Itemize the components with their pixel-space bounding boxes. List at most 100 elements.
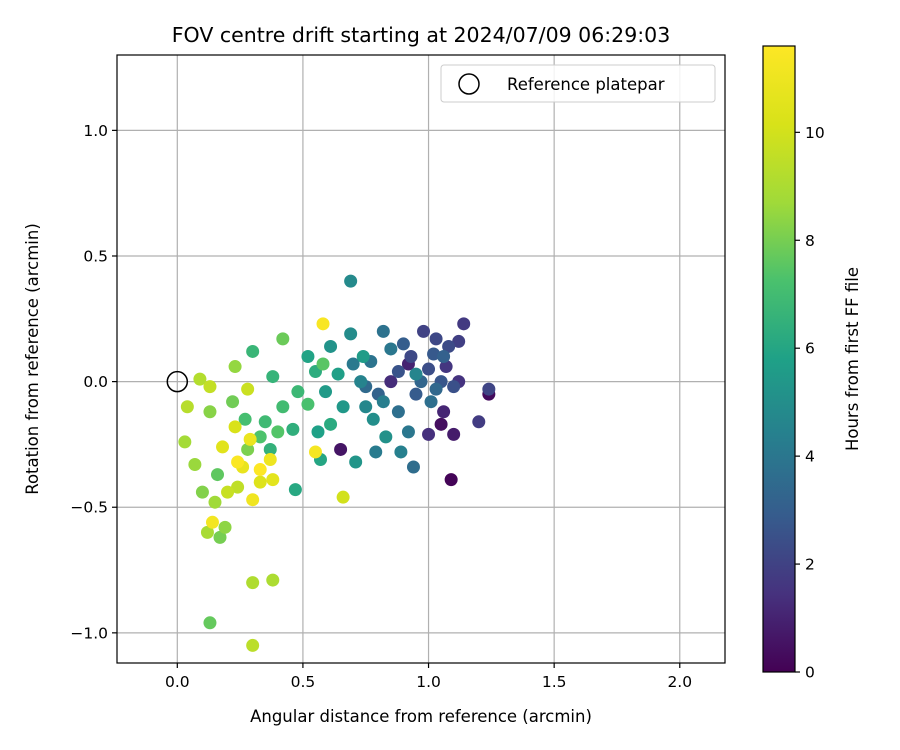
data-point bbox=[424, 395, 438, 409]
data-point bbox=[396, 337, 410, 351]
data-point bbox=[391, 365, 405, 379]
data-point bbox=[472, 415, 486, 429]
data-point bbox=[203, 405, 217, 419]
data-point bbox=[193, 372, 207, 386]
data-point bbox=[434, 417, 448, 431]
legend-box bbox=[440, 64, 716, 103]
data-point bbox=[354, 375, 368, 389]
data-point bbox=[266, 473, 280, 487]
x-axis-label: Angular distance from reference (arcmin) bbox=[250, 707, 592, 726]
data-point bbox=[346, 357, 360, 371]
data-point bbox=[447, 380, 461, 394]
data-point bbox=[359, 400, 373, 414]
data-point bbox=[276, 400, 290, 414]
data-point bbox=[308, 445, 322, 459]
data-point bbox=[291, 385, 305, 399]
plot-frame bbox=[116, 54, 726, 664]
y-tick-label: −0.5 bbox=[70, 499, 108, 517]
data-point bbox=[231, 455, 245, 469]
data-point bbox=[253, 475, 267, 489]
data-point bbox=[253, 430, 267, 444]
data-point bbox=[437, 349, 451, 363]
data-point bbox=[344, 327, 358, 341]
data-point bbox=[188, 458, 202, 472]
data-point bbox=[180, 400, 194, 414]
data-point bbox=[482, 382, 496, 396]
data-point bbox=[226, 395, 240, 409]
colorbar: 0 2 4 6 8 10 Hours from first FF file bbox=[762, 45, 862, 682]
data-point bbox=[246, 638, 260, 652]
data-point bbox=[369, 445, 383, 459]
data-point bbox=[442, 339, 456, 353]
data-point bbox=[253, 463, 267, 477]
axis-ticks: 0.0 0.5 1.0 1.5 2.0 −1.0 −0.5 0.0 0.5 1.0 bbox=[70, 122, 692, 691]
data-point bbox=[195, 485, 209, 499]
legend-label: Reference platepar bbox=[507, 75, 665, 94]
data-point bbox=[231, 480, 245, 494]
colorbar-tick-label: 4 bbox=[805, 448, 815, 466]
data-point bbox=[241, 382, 255, 396]
data-point bbox=[406, 460, 420, 474]
data-point bbox=[203, 616, 217, 630]
data-point bbox=[228, 360, 242, 374]
data-point bbox=[376, 324, 390, 338]
y-tick-label: 0.0 bbox=[83, 373, 108, 391]
data-point bbox=[429, 332, 443, 346]
data-point bbox=[429, 382, 443, 396]
data-point bbox=[394, 445, 408, 459]
data-point bbox=[246, 344, 260, 358]
x-tick-label: 2.0 bbox=[667, 673, 692, 691]
data-point bbox=[334, 442, 348, 456]
data-point bbox=[336, 400, 350, 414]
data-point bbox=[246, 493, 260, 507]
data-point bbox=[238, 412, 252, 426]
colorbar-gradient bbox=[762, 45, 796, 673]
colorbar-tick-label: 10 bbox=[805, 124, 825, 142]
data-point bbox=[336, 490, 350, 504]
legend: Reference platepar bbox=[440, 64, 716, 103]
data-point bbox=[263, 442, 277, 456]
data-point bbox=[301, 349, 315, 363]
data-point bbox=[203, 380, 217, 394]
data-point bbox=[241, 442, 255, 456]
data-point bbox=[213, 530, 227, 544]
data-point bbox=[205, 515, 219, 529]
data-point bbox=[218, 520, 232, 534]
data-point bbox=[437, 405, 451, 419]
data-point bbox=[384, 375, 398, 389]
data-point bbox=[311, 425, 325, 439]
data-point bbox=[200, 525, 214, 539]
data-point bbox=[356, 349, 370, 363]
data-point bbox=[422, 427, 436, 441]
data-point bbox=[379, 430, 393, 444]
data-point bbox=[427, 347, 441, 361]
colorbar-tick-label: 8 bbox=[805, 232, 815, 250]
data-point bbox=[271, 425, 285, 439]
data-point bbox=[409, 367, 423, 381]
data-point bbox=[376, 395, 390, 409]
data-point bbox=[447, 427, 461, 441]
data-point bbox=[344, 274, 358, 288]
data-point bbox=[457, 317, 471, 331]
data-point bbox=[444, 473, 458, 487]
data-point bbox=[266, 573, 280, 587]
data-point bbox=[324, 339, 338, 353]
data-point bbox=[266, 370, 280, 384]
data-point bbox=[246, 576, 260, 590]
data-point bbox=[422, 362, 436, 376]
y-axis-label: Rotation from reference (arcmin) bbox=[23, 223, 42, 495]
y-tick-label: −1.0 bbox=[70, 624, 108, 642]
data-point bbox=[319, 385, 333, 399]
data-point bbox=[263, 452, 277, 466]
data-point bbox=[210, 468, 224, 482]
data-point bbox=[216, 440, 230, 454]
colorbar-ticks: 0 2 4 6 8 10 bbox=[795, 124, 825, 682]
y-tick-label: 0.5 bbox=[83, 247, 108, 265]
chart-title: FOV centre drift starting at 2024/07/09 … bbox=[172, 23, 671, 47]
data-point bbox=[301, 397, 315, 411]
data-point bbox=[409, 387, 423, 401]
data-point bbox=[221, 485, 235, 499]
data-point bbox=[401, 425, 415, 439]
